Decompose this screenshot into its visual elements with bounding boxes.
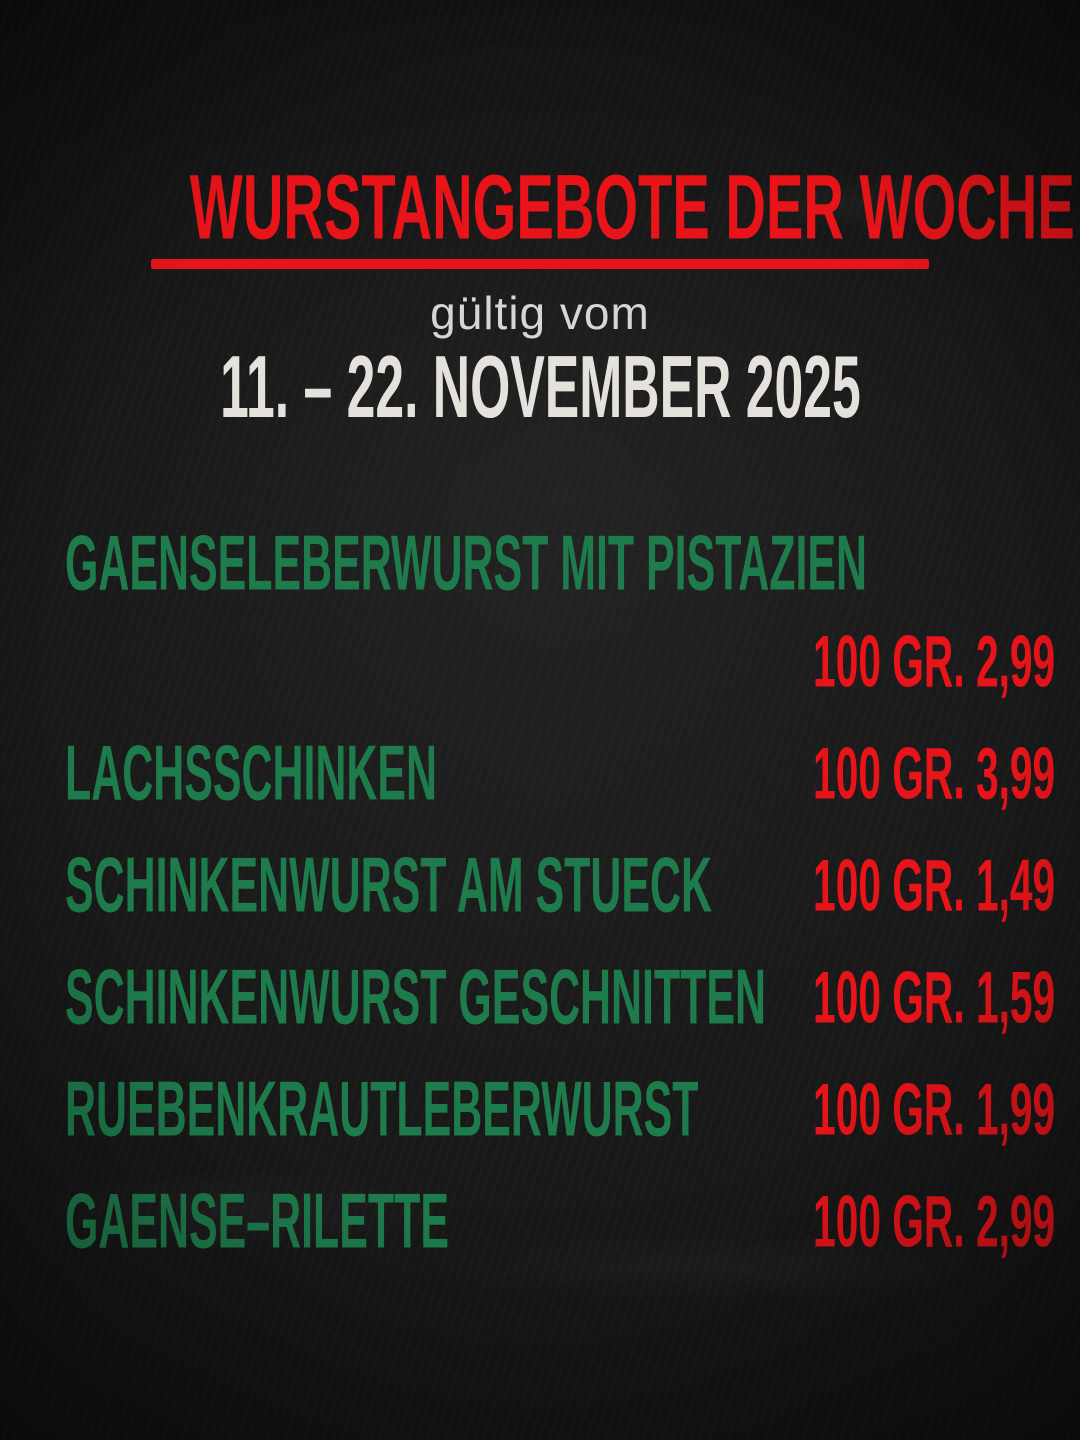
offer-name-line: SCHINKENWURST AM STUECK	[65, 846, 1055, 924]
offer-name-line: GAENSELEBERWURST MIT PISTAZIEN	[65, 524, 1055, 602]
poster-title: WURSTANGEBOTE DER WOCHE	[189, 157, 1075, 259]
offer-name-line: LACHSSCHINKEN	[65, 734, 1055, 812]
offer-row: SCHINKENWURST AM STUECK 100 GR. 1,49	[65, 846, 1055, 924]
title-underline	[151, 259, 929, 269]
offer-price-line: 100 GR. 1,99	[65, 1073, 1055, 1146]
offer-name: SCHINKENWURST GESCHNITTEN	[65, 953, 767, 1042]
offer-row: RUEBENKRAUTLEBERWURST 100 GR. 1,99	[65, 1070, 1055, 1148]
poster-title-line: WURSTANGEBOTE DER WOCHE	[65, 162, 1075, 253]
offer-price-line: 100 GR. 2,99	[65, 1185, 1055, 1258]
offer-row: LACHSSCHINKEN 100 GR. 3,99	[65, 734, 1055, 812]
offer-row: SCHINKENWURST GESCHNITTEN 100 GR. 1,59	[65, 958, 1055, 1036]
offer-name: RUEBENKRAUTLEBERWURST	[65, 1065, 699, 1154]
offer-name-line: RUEBENKRAUTLEBERWURST	[65, 1070, 1055, 1148]
offer-price-line: 100 GR. 1,59	[65, 961, 1055, 1034]
offer-price: 100 GR. 1,49	[812, 844, 1055, 927]
offer-price: 100 GR. 2,99	[812, 1180, 1055, 1263]
offer-name-line: GAENSE–RILETTE	[65, 1182, 1055, 1260]
offer-price: 100 GR. 2,99	[812, 620, 1055, 703]
offer-price: 100 GR. 1,59	[812, 956, 1055, 1039]
offer-price: 100 GR. 1,99	[812, 1068, 1055, 1151]
poster-header: WURSTANGEBOTE DER WOCHE gültig vom 11. –…	[65, 162, 1075, 431]
offer-price-line: 100 GR. 2,99	[65, 625, 1055, 698]
offer-name: GAENSELEBERWURST MIT PISTAZIEN	[65, 519, 868, 608]
offer-row: GAENSELEBERWURST MIT PISTAZIEN 100 GR. 2…	[65, 524, 1055, 698]
date-range: 11. – 22. NOVEMBER 2025	[219, 337, 861, 437]
poster-content: WURSTANGEBOTE DER WOCHE gültig vom 11. –…	[65, 162, 1075, 1260]
offer-name: GAENSE–RILETTE	[65, 1177, 449, 1266]
offer-name: LACHSSCHINKEN	[65, 729, 437, 818]
offer-price-line: 100 GR. 1,49	[65, 849, 1055, 922]
offer-price: 100 GR. 3,99	[812, 732, 1055, 815]
offer-list: GAENSELEBERWURST MIT PISTAZIEN 100 GR. 2…	[65, 524, 1055, 1260]
offer-row: GAENSE–RILETTE 100 GR. 2,99	[65, 1182, 1055, 1260]
offer-name-line: SCHINKENWURST GESCHNITTEN	[65, 958, 1055, 1036]
offer-name: SCHINKENWURST AM STUECK	[65, 841, 712, 930]
validity-label: gültig vom	[430, 287, 650, 339]
offer-price-line: 100 GR. 3,99	[65, 737, 1055, 810]
date-range-line: 11. – 22. NOVEMBER 2025	[65, 343, 1015, 431]
